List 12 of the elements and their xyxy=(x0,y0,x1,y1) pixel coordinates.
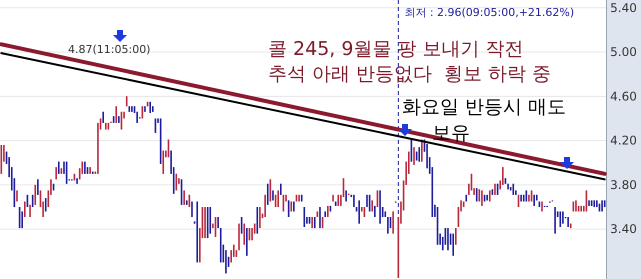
y-tick-label: 3.40 xyxy=(610,222,637,236)
annotation: 4.87(11:05:00) xyxy=(68,43,150,56)
y-tick-label: 3.80 xyxy=(610,178,637,192)
annotation: 최저 : 2.96(09:05:00,+21.62%) xyxy=(404,6,574,19)
y-tick-label: 4.60 xyxy=(610,89,637,104)
annotation: 추석 아래 반등없다 횡보 하락 중 xyxy=(268,63,552,85)
annotation: 콜 245, 9월물 팡 보내기 작전 xyxy=(268,38,524,60)
y-tick-label: 4.20 xyxy=(610,134,637,148)
annotation: 보유 xyxy=(432,122,470,144)
y-tick-label: 5.40 xyxy=(610,0,637,15)
annotation: 화요일 반등시 매도 xyxy=(402,96,566,118)
y-tick-label: 5.00 xyxy=(610,45,637,60)
